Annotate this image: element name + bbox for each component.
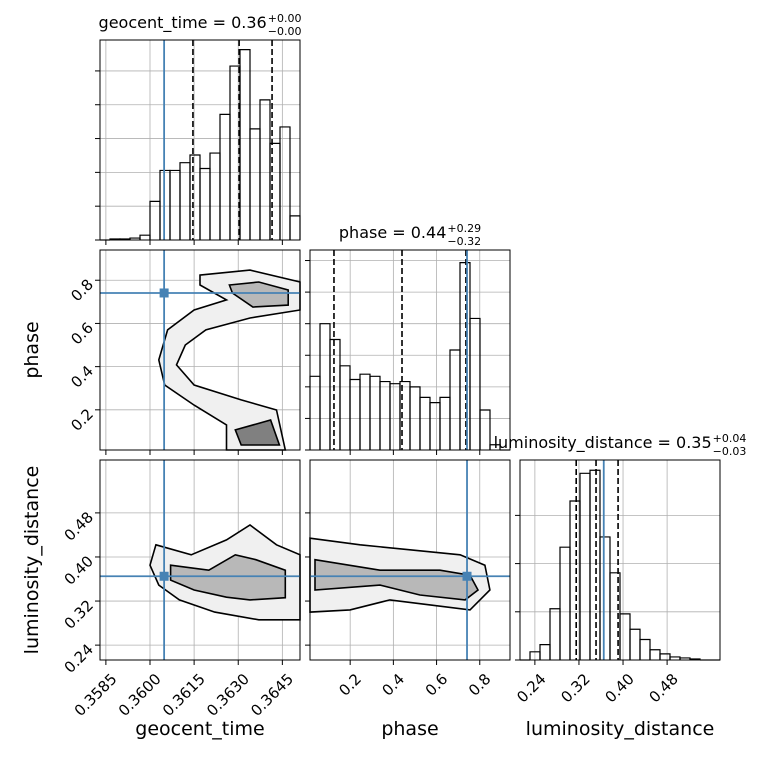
x-tick-label: 0.3615	[159, 670, 209, 720]
y-axis-label: phase	[21, 321, 43, 378]
x-tick-label: 0.4	[379, 670, 409, 700]
title-upper: +0.00	[268, 12, 302, 25]
y-tick-label: 0.48	[61, 508, 97, 544]
truth-marker	[462, 571, 472, 581]
x-tick-label: 0.3585	[71, 670, 121, 720]
x-tick-label: 0.40	[601, 670, 637, 706]
x-tick-label: 0.32	[557, 670, 593, 706]
contour	[157, 269, 301, 451]
panel-frame	[519, 459, 721, 661]
title-upper: +0.29	[447, 222, 481, 235]
x-tick-label: 0.3630	[203, 670, 253, 720]
y-tick-label: 0.24	[61, 640, 97, 676]
y-tick-label: 0.4	[67, 362, 97, 392]
x-axis-label: luminosity_distance	[526, 718, 715, 740]
panel-frame	[99, 459, 301, 661]
histogram-bin	[479, 409, 491, 450]
contour	[169, 553, 287, 601]
title-upper: +0.04	[713, 432, 747, 445]
y-tick-label: 0.2	[67, 405, 97, 435]
histogram-bin	[469, 317, 481, 450]
x-tick-label: 0.48	[646, 670, 682, 706]
x-tick-label: 0.8	[465, 670, 495, 700]
y-tick-label: 0.8	[67, 276, 97, 306]
y-tick-label: 0.40	[61, 552, 97, 588]
panel-frame	[99, 249, 301, 451]
truth-marker	[159, 571, 169, 581]
truth-marker	[159, 288, 169, 298]
panel-title: phase = 0.44	[339, 223, 446, 242]
x-tick-label: 0.6	[422, 670, 452, 700]
x-axis-label: phase	[381, 718, 438, 740]
x-tick-label: 0.24	[513, 670, 549, 706]
y-tick-label: 0.6	[67, 319, 97, 349]
panel-frame	[309, 249, 511, 451]
y-axis-label: luminosity_distance	[21, 466, 43, 655]
histogram-bin	[279, 126, 291, 240]
histogram-bin	[489, 444, 501, 450]
title-lower: −0.03	[713, 445, 747, 458]
title-lower: −0.00	[268, 25, 302, 38]
panel-title: geocent_time = 0.36	[99, 13, 267, 33]
panel-frame	[309, 459, 511, 661]
x-tick-label: 0.2	[335, 670, 365, 700]
x-tick-label: 0.3600	[115, 670, 165, 720]
contour	[314, 558, 480, 601]
panel-title: luminosity_distance = 0.35	[494, 433, 712, 453]
x-axis-label: geocent_time	[135, 718, 264, 740]
y-tick-label: 0.32	[61, 596, 97, 632]
panel-frame	[99, 39, 301, 241]
x-tick-label: 0.3645	[247, 670, 297, 720]
title-lower: −0.32	[447, 235, 481, 248]
contour	[234, 419, 281, 446]
